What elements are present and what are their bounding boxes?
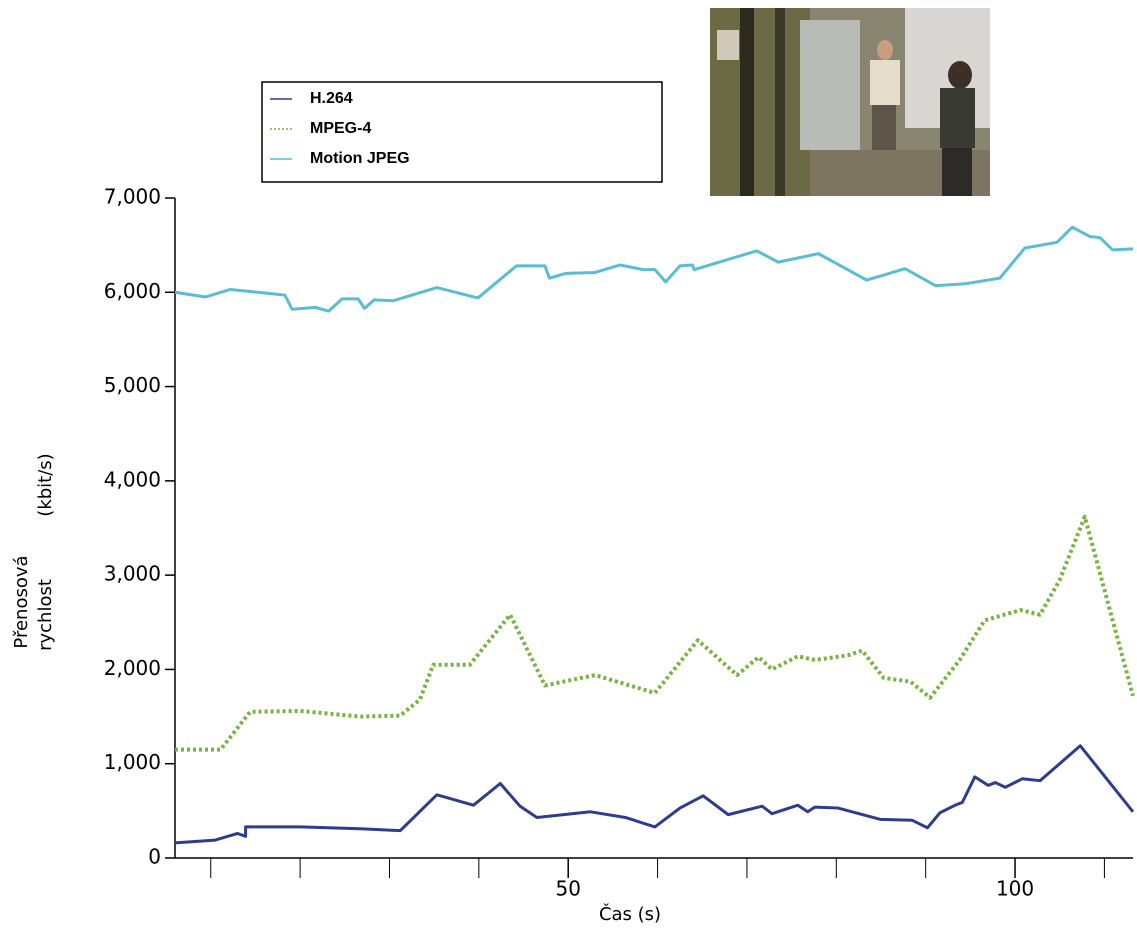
y-tick-label: 2,000: [104, 656, 161, 680]
y-tick-label: 6,000: [104, 279, 161, 303]
y-tick-label: 7,000: [104, 185, 161, 209]
x-tick-label: 50: [555, 877, 580, 901]
y-axis-label: Přenosová: [11, 555, 32, 648]
y-tick-label: 3,000: [104, 562, 161, 586]
y-tick-label: 0: [148, 845, 161, 869]
video-thumbnail: [710, 8, 990, 196]
legend-label: MPEG-4: [310, 120, 371, 137]
y-tick-label: 4,000: [104, 467, 161, 491]
y-axis-label: rychlost: [35, 579, 56, 651]
y-axis-label: (kbit/s): [35, 453, 56, 516]
y-tick-label: 5,000: [104, 373, 161, 397]
series-line: [175, 746, 1133, 843]
legend-label: Motion JPEG: [310, 150, 410, 167]
series-line: [175, 517, 1133, 750]
x-tick-label: 100: [996, 877, 1034, 901]
y-tick-label: 1,000: [104, 750, 161, 774]
series-line: [175, 227, 1133, 311]
chart: H.264 MPEG-4 Motion JPEG Čas (s) Přenosová…: [0, 0, 1137, 932]
x-axis-label: Čas (s): [599, 903, 661, 925]
legend-label: H.264: [310, 90, 353, 107]
